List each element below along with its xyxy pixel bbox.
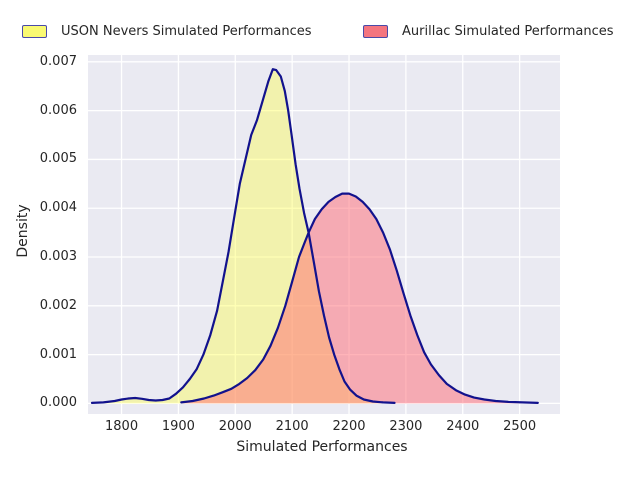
x-tick-label: 2300 [389, 419, 423, 434]
x-tick-label: 2100 [275, 419, 309, 434]
y-tick-label: 0.001 [39, 346, 77, 362]
legend: USON Nevers Simulated Performances Aurill… [0, 0, 640, 48]
y-tick-label: 0.002 [39, 297, 77, 313]
y-tick-label: 0.003 [39, 249, 77, 265]
x-tick-label: 1900 [161, 419, 195, 434]
legend-swatch-icon [363, 25, 388, 38]
x-tick-label: 1800 [105, 419, 139, 434]
kde-fill-series-1 [181, 193, 538, 404]
x-tick-label: 2500 [503, 419, 537, 434]
x-tick-label: 2000 [218, 419, 252, 434]
kde-line-series-1 [180, 192, 539, 404]
x-axis-title: Simulated Performances [236, 439, 408, 455]
x-tick-label: 2200 [332, 419, 366, 434]
legend-swatch-icon [22, 25, 47, 38]
kde-line-series-0 [90, 68, 396, 404]
y-axis-title: Density [15, 204, 31, 258]
legend-item-0: USON Nevers Simulated Performances [22, 24, 312, 39]
y-tick-label: 0.004 [39, 200, 77, 216]
y-tick-label: 0.006 [39, 102, 77, 118]
y-tick-label: 0.005 [39, 151, 77, 167]
x-tick-label: 2400 [446, 419, 480, 434]
legend-item-1: Aurillac Simulated Performances [363, 24, 614, 39]
y-tick-label: 0.000 [39, 395, 77, 411]
legend-label: USON Nevers Simulated Performances [61, 24, 312, 39]
y-tick-label: 0.007 [39, 53, 77, 69]
legend-label: Aurillac Simulated Performances [402, 24, 614, 39]
